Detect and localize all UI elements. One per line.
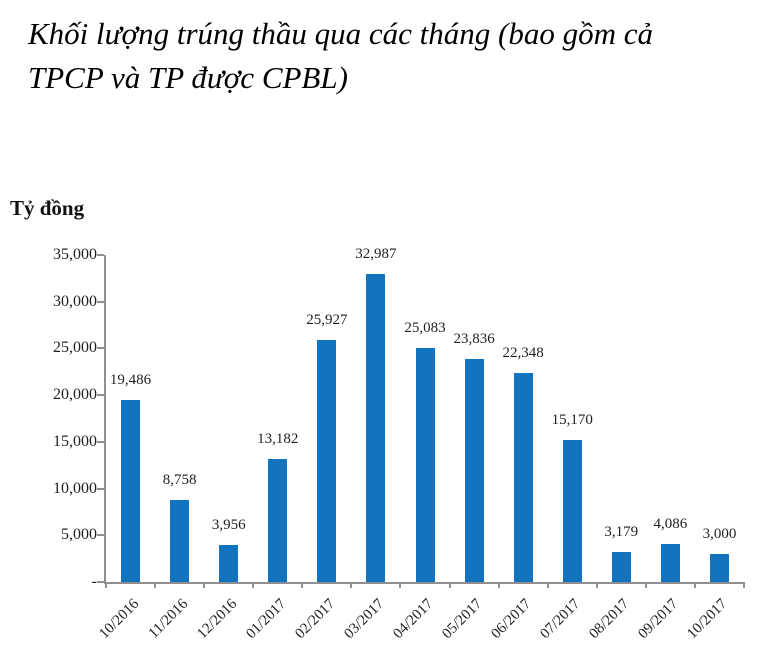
x-axis-tick-mark [105,582,107,588]
x-axis-category-label: 08/2017 [586,596,633,643]
x-axis-tick-mark [350,582,353,588]
y-axis-tick-mark [97,254,104,256]
bar [219,545,239,582]
x-axis-tick-mark [301,582,304,588]
chart-title-line-1: Khối lượng trúng thầu qua các tháng (bao… [28,16,653,51]
x-axis-category-label: 10/2016 [95,596,142,643]
bar [562,440,582,582]
bar-value-label: 22,348 [502,345,544,362]
chart-title: Khối lượng trúng thầu qua các tháng (bao… [28,12,740,100]
plot-area: 35,000 30,000 25,000 20,000 15,000 10,000 5,00… [53,246,745,642]
y-axis-tick-mark [97,440,104,443]
y-axis-tick-label: 20,000 [53,386,97,404]
bar [121,399,141,582]
x-axis-tick-mark [203,582,206,588]
x-axis-tick-mark [595,582,598,588]
y-axis-tick-mark [97,534,104,537]
bar-value-label: 4,086 [653,515,688,532]
x-axis-category-label: 11/2016 [145,596,191,642]
bar-value-label: 15,170 [551,412,593,429]
bar [170,500,190,582]
bar [366,273,386,582]
x-axis-tick-mark [497,582,500,588]
bar [611,552,631,582]
bar-value-label: 32,987 [355,245,397,262]
bar-value-label: 3,956 [211,517,246,534]
x-axis-category-label: 07/2017 [537,596,584,643]
bar [268,458,288,582]
y-axis-tick-mark [97,487,104,490]
y-axis-tick-mark [97,581,104,583]
y-axis-tick-label: 35,000 [53,246,97,263]
x-axis-category-label: 02/2017 [292,596,339,643]
y-axis-tick-label: 15,000 [53,432,97,450]
bar-value-label: 25,927 [306,311,348,328]
y-axis-tick-label: 25,000 [53,339,97,357]
bar-value-label: 23,836 [453,331,495,348]
bar-value-label: 13,182 [257,430,299,447]
x-axis-category-label: 10/2017 [684,596,731,643]
y-axis-tick-mark [97,394,104,397]
x-axis-category-label: 12/2016 [193,596,241,643]
y-axis-tick-label: 5,000 [61,526,97,544]
y-axis-tick-mark [97,300,104,303]
bar [660,543,680,582]
bar-value-label: 3,179 [604,524,639,541]
x-axis-category-label: 03/2017 [341,596,388,643]
bar [513,373,533,582]
x-axis-tick-mark [743,582,745,588]
x-axis-tick-mark [693,582,696,588]
x-axis-tick-mark [546,582,549,588]
bar [415,347,435,582]
y-axis-tick-label: 10,000 [53,479,97,497]
bar-value-label: 3,000 [702,525,737,542]
x-axis-category-label: 05/2017 [439,596,486,643]
bar-value-label: 19,486 [109,371,152,388]
bar-value-label: 8,758 [162,472,197,489]
bar [464,359,484,582]
x-axis-tick-mark [252,582,255,588]
y-axis-tick-mark [97,347,104,350]
y-axis-title: Tỷ đồng [10,196,85,220]
bar-value-label: 25,083 [404,319,446,336]
x-axis-category-label: 09/2017 [635,596,682,643]
bar [709,553,729,582]
x-axis-category-label: 01/2017 [242,596,290,643]
y-axis-tick-label: - [91,573,97,590]
x-axis-tick-mark [399,582,402,588]
y-axis-tick-label: 30,000 [53,292,97,310]
x-axis-tick-mark [448,582,451,588]
chart-title-line-2: TPCP và TP được CPBL) [28,60,348,95]
x-axis-category-label: 04/2017 [390,596,437,643]
x-axis-category-label: 06/2017 [488,596,535,643]
x-axis-tick-mark [644,582,647,588]
x-axis-tick-mark [154,582,157,588]
bar [317,339,337,582]
